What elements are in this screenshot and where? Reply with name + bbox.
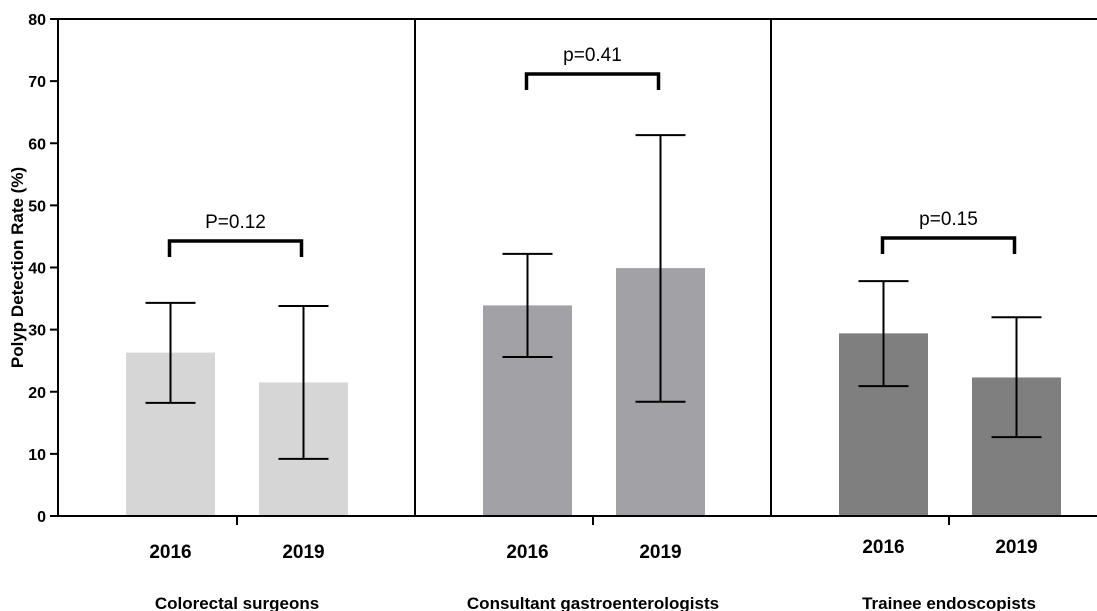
y-tick-label-40: 40 (28, 261, 46, 278)
group-label-2: Trainee endoscopists (862, 594, 1036, 611)
y-tick-label-20: 20 (28, 385, 46, 402)
year-label-1-0: 2016 (506, 542, 548, 563)
y-tick-label-0: 0 (37, 509, 46, 526)
y-tick-label-30: 30 (28, 323, 46, 340)
y-tick-label-10: 10 (28, 447, 46, 464)
group-label-1: Consultant gastroenterologists (467, 594, 719, 611)
year-label-0-1: 2019 (282, 542, 324, 563)
significance-bracket-1 (524, 72, 661, 90)
y-tick-label-50: 50 (28, 198, 46, 215)
p-value-1: p=0.41 (563, 45, 622, 66)
p-value-2: p=0.15 (919, 209, 978, 230)
year-label-0-0: 2016 (149, 542, 191, 563)
year-label-1-1: 2019 (639, 542, 681, 563)
year-label-2-0: 2016 (862, 537, 904, 558)
p-value-0: P=0.12 (205, 212, 266, 233)
year-label-2-1: 2019 (995, 537, 1037, 558)
y-tick-label-70: 70 (28, 74, 46, 91)
significance-bracket-0 (167, 239, 304, 257)
y-tick-label-80: 80 (28, 12, 46, 29)
group-label-0: Colorectal surgeons (155, 594, 319, 611)
y-tick-label-60: 60 (28, 136, 46, 153)
y-axis-label: Polyp Detection Rate (%) (8, 167, 27, 368)
significance-bracket-2 (880, 236, 1017, 254)
